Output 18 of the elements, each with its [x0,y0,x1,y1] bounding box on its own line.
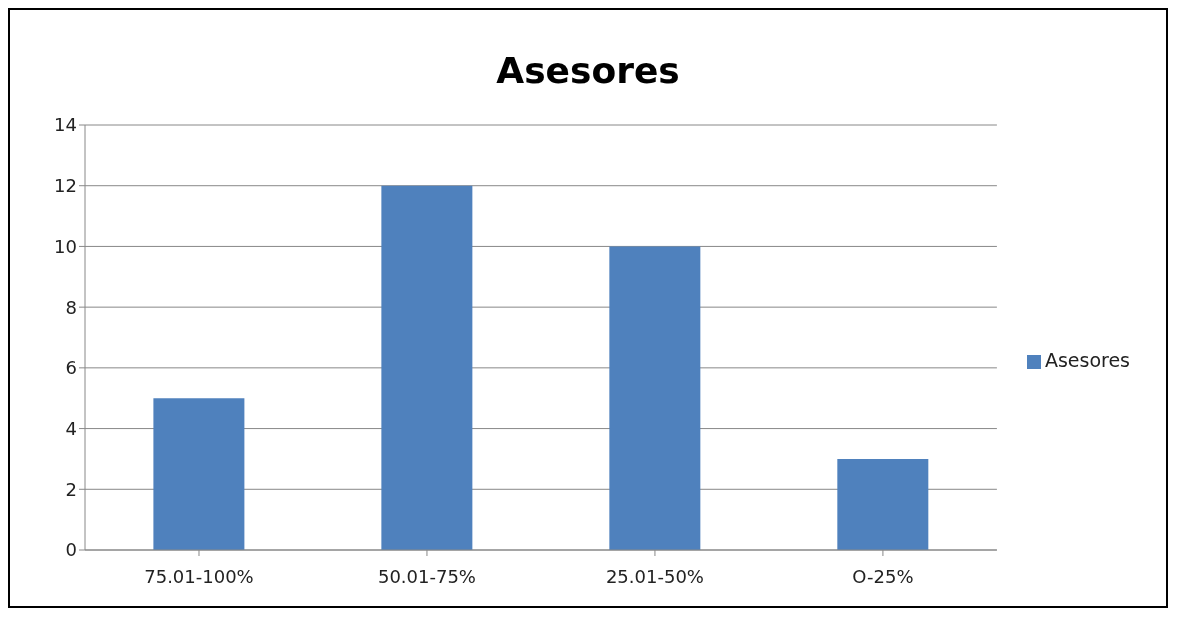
bar [609,246,701,550]
y-tick-label: 2 [65,478,77,500]
bar [153,398,245,550]
y-tick-label: 10 [54,235,77,257]
x-tick-label: O-25% [852,565,914,587]
y-tick-label: 8 [65,296,77,318]
y-tick-label: 0 [65,539,77,561]
bar [837,458,929,550]
y-tick-label: 6 [65,357,77,379]
x-tick-label: 25.01-50% [605,565,704,587]
y-tick-label: 4 [65,417,77,439]
y-tick-label: 12 [54,175,77,197]
x-tick-label: 75.01-100% [144,565,254,587]
bar [381,185,473,550]
x-tick-label: 50.01-75% [377,565,476,587]
chart-title: Asesores [495,50,681,93]
legend-label: Asesores [1044,349,1130,371]
y-tick-label: 14 [54,114,77,136]
